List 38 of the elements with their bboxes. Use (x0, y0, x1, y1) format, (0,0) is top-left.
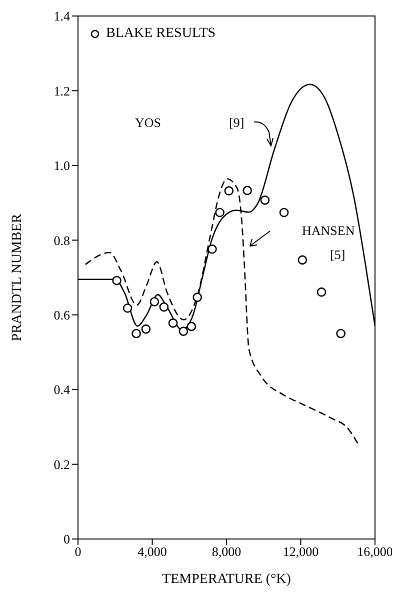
point (168, 318, 178, 328)
point (279, 208, 289, 218)
x-tick-label: 0 (74, 544, 82, 560)
y-tick-label: 0 (64, 532, 70, 547)
point (186, 322, 196, 332)
point (141, 324, 151, 334)
y-tick-label: 0.8 (54, 232, 70, 248)
point (215, 208, 224, 218)
y-tick-label: 0.4 (54, 382, 70, 398)
point (224, 186, 234, 196)
x-tick-label: 4,000 (138, 544, 167, 560)
point (192, 292, 202, 302)
point (336, 328, 346, 338)
point (178, 326, 188, 336)
point (316, 287, 326, 297)
y-tick-label: 1.2 (54, 83, 70, 98)
point (298, 255, 308, 265)
x-tick-label: 12,000 (282, 544, 319, 560)
x-axis-title: TEMPERATURE (°K) (162, 572, 292, 587)
annotation: [9] (229, 115, 244, 130)
y-tick-label: 0.6 (54, 307, 70, 322)
point (260, 196, 270, 205)
point (242, 186, 252, 196)
point (159, 302, 169, 312)
legend-label: BLAKE RESULTS (106, 26, 216, 42)
point (132, 328, 141, 338)
point (150, 297, 160, 306)
annotation: HANSEN (302, 223, 356, 238)
y-tick-label: 1.4 (54, 8, 70, 24)
point (208, 244, 217, 254)
y-tick-label: 1.0 (54, 158, 70, 174)
point (112, 276, 122, 286)
point (122, 303, 132, 313)
annotation: [5] (330, 247, 346, 262)
y-axis-title: PRANDTL NUMBER (10, 213, 25, 342)
annotation: YOS (135, 115, 162, 130)
y-tick-label: 0.2 (54, 456, 70, 472)
x-tick-label: 8,000 (212, 544, 242, 560)
